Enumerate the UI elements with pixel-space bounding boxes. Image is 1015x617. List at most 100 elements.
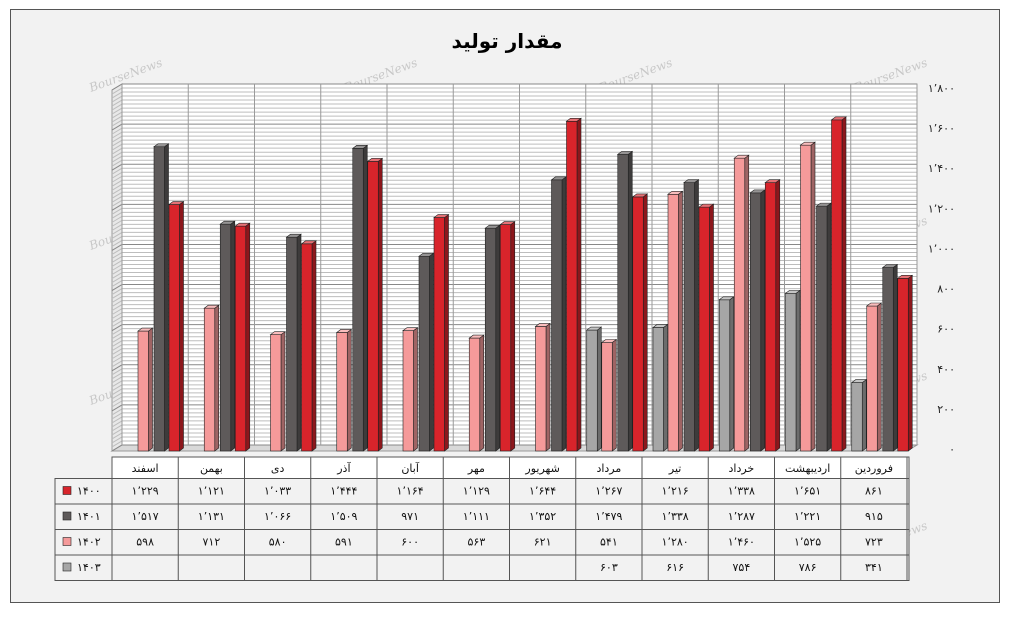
bar-top [433,214,450,218]
grid-line-side [111,143,123,151]
bar-top [234,222,251,227]
data-label: ۹۱۵ [865,510,883,523]
data-label: ۱٬۵۰۹ [330,510,357,523]
grid-line-side [111,235,123,243]
grid-line-side [111,404,123,412]
bar-۱۴۰۲-تیر [667,190,684,452]
category-label: مرداد [596,462,621,475]
bar-top [799,141,816,146]
bar-top [418,252,435,257]
grid-line-side [111,207,123,215]
grid-line-side [111,127,123,135]
grid-line-side [111,332,123,340]
grid-layer [110,83,919,452]
grid-line-side [111,316,123,324]
bar-top [683,179,700,183]
bar-top [600,339,618,343]
grid-line-side [111,139,123,147]
grid-line-side [111,412,123,420]
data-label: ۵۶۳ [468,536,486,549]
grid-line-side [111,328,123,336]
bar-top [402,327,419,331]
data-label: ۱٬۲۸۷ [728,510,755,523]
grid-line-side [111,364,123,372]
bar-top [153,143,170,148]
bar-side [611,338,617,452]
y-tick-label: ۴۰۰ [937,363,955,376]
bar-side [179,200,184,452]
data-label: ۶۰۰ [401,536,419,549]
bar-۱۴۰۱-مرداد [616,150,634,452]
data-label: ۱٬۴۷۹ [595,510,622,523]
grid-line-side [111,163,123,171]
bar-side [775,179,781,452]
bar-front [816,205,828,452]
bar-side [429,252,434,452]
grid-line-side [111,312,123,320]
grid-line-side [111,308,123,316]
data-label: ۱٬۵۱۷ [132,510,159,523]
data-label: ۱٬۱۳۱ [198,510,225,523]
bar-top [565,117,582,122]
bar-۱۴۰۲-آبان [402,327,419,452]
bar-top [335,329,353,333]
grid-line-side [111,260,123,267]
bar-۱۴۰۰-مهر [499,220,516,452]
grid-line-side [111,103,123,111]
grid-line-side [111,191,123,199]
grid-line-side [111,372,123,380]
bar-۱۴۰۱-مهر [484,224,501,452]
bar-front [785,293,797,452]
data-label: ۶۲۱ [534,536,552,549]
legend-swatch [62,511,72,521]
data-label: ۵۴۱ [600,536,618,549]
bar-top [652,324,669,328]
bar-front [683,182,695,452]
grid-line-side [111,147,123,155]
category-label: فروردین [855,462,893,475]
bar-front [652,327,664,452]
bar-top [764,179,781,183]
bar-front [484,227,497,452]
grid-line-side [111,175,123,183]
grid-line-side [111,223,123,231]
data-label: ۷۸۶ [799,561,817,574]
bar-top [585,326,603,331]
grid-line-side [111,131,123,139]
bar-۱۴۰۲-اسفند [137,327,154,452]
bar-side [479,334,485,452]
chart-frame: مقدار تولید BourseNews BourseNews BourseNe… [10,9,1000,603]
bar-side [576,117,582,452]
bar-top [631,193,649,198]
bar-side [413,327,418,452]
bar-۱۴۰۰-تیر [698,203,715,452]
bar-front [336,332,348,452]
grid-line-side [111,264,123,271]
data-label: ۱٬۲۶۷ [595,485,622,498]
bar-front [352,148,364,452]
data-label: ۱٬۳۳۸ [662,510,689,523]
bar-front [718,299,731,452]
bar-side [709,203,714,452]
bar-side [444,213,449,452]
legend-swatch [62,537,72,546]
legend-entry: ۱۴۰۳ [77,561,101,574]
bar-front [270,334,282,452]
bar-top [366,158,384,162]
category-label: آبان [401,461,419,475]
chart-title: مقدار تولید [452,29,563,53]
category-label: آذر [336,461,351,475]
legend-entry: ۱۴۰۱ [77,510,101,523]
bar-front [882,267,894,452]
grid-line-side [111,348,123,356]
data-label: ۱٬۱۲۹ [463,485,490,498]
grid-line-side [111,356,123,364]
grid-line-side [111,219,123,227]
bar-top [203,304,220,309]
grid-line-side [111,256,123,263]
grid-line-side [111,416,123,424]
bar-top [499,221,516,225]
bar-۱۴۰۱-شهریور [550,176,567,452]
bar-۱۴۰۲-شهریور [534,322,551,452]
grid-line-side [111,151,123,159]
